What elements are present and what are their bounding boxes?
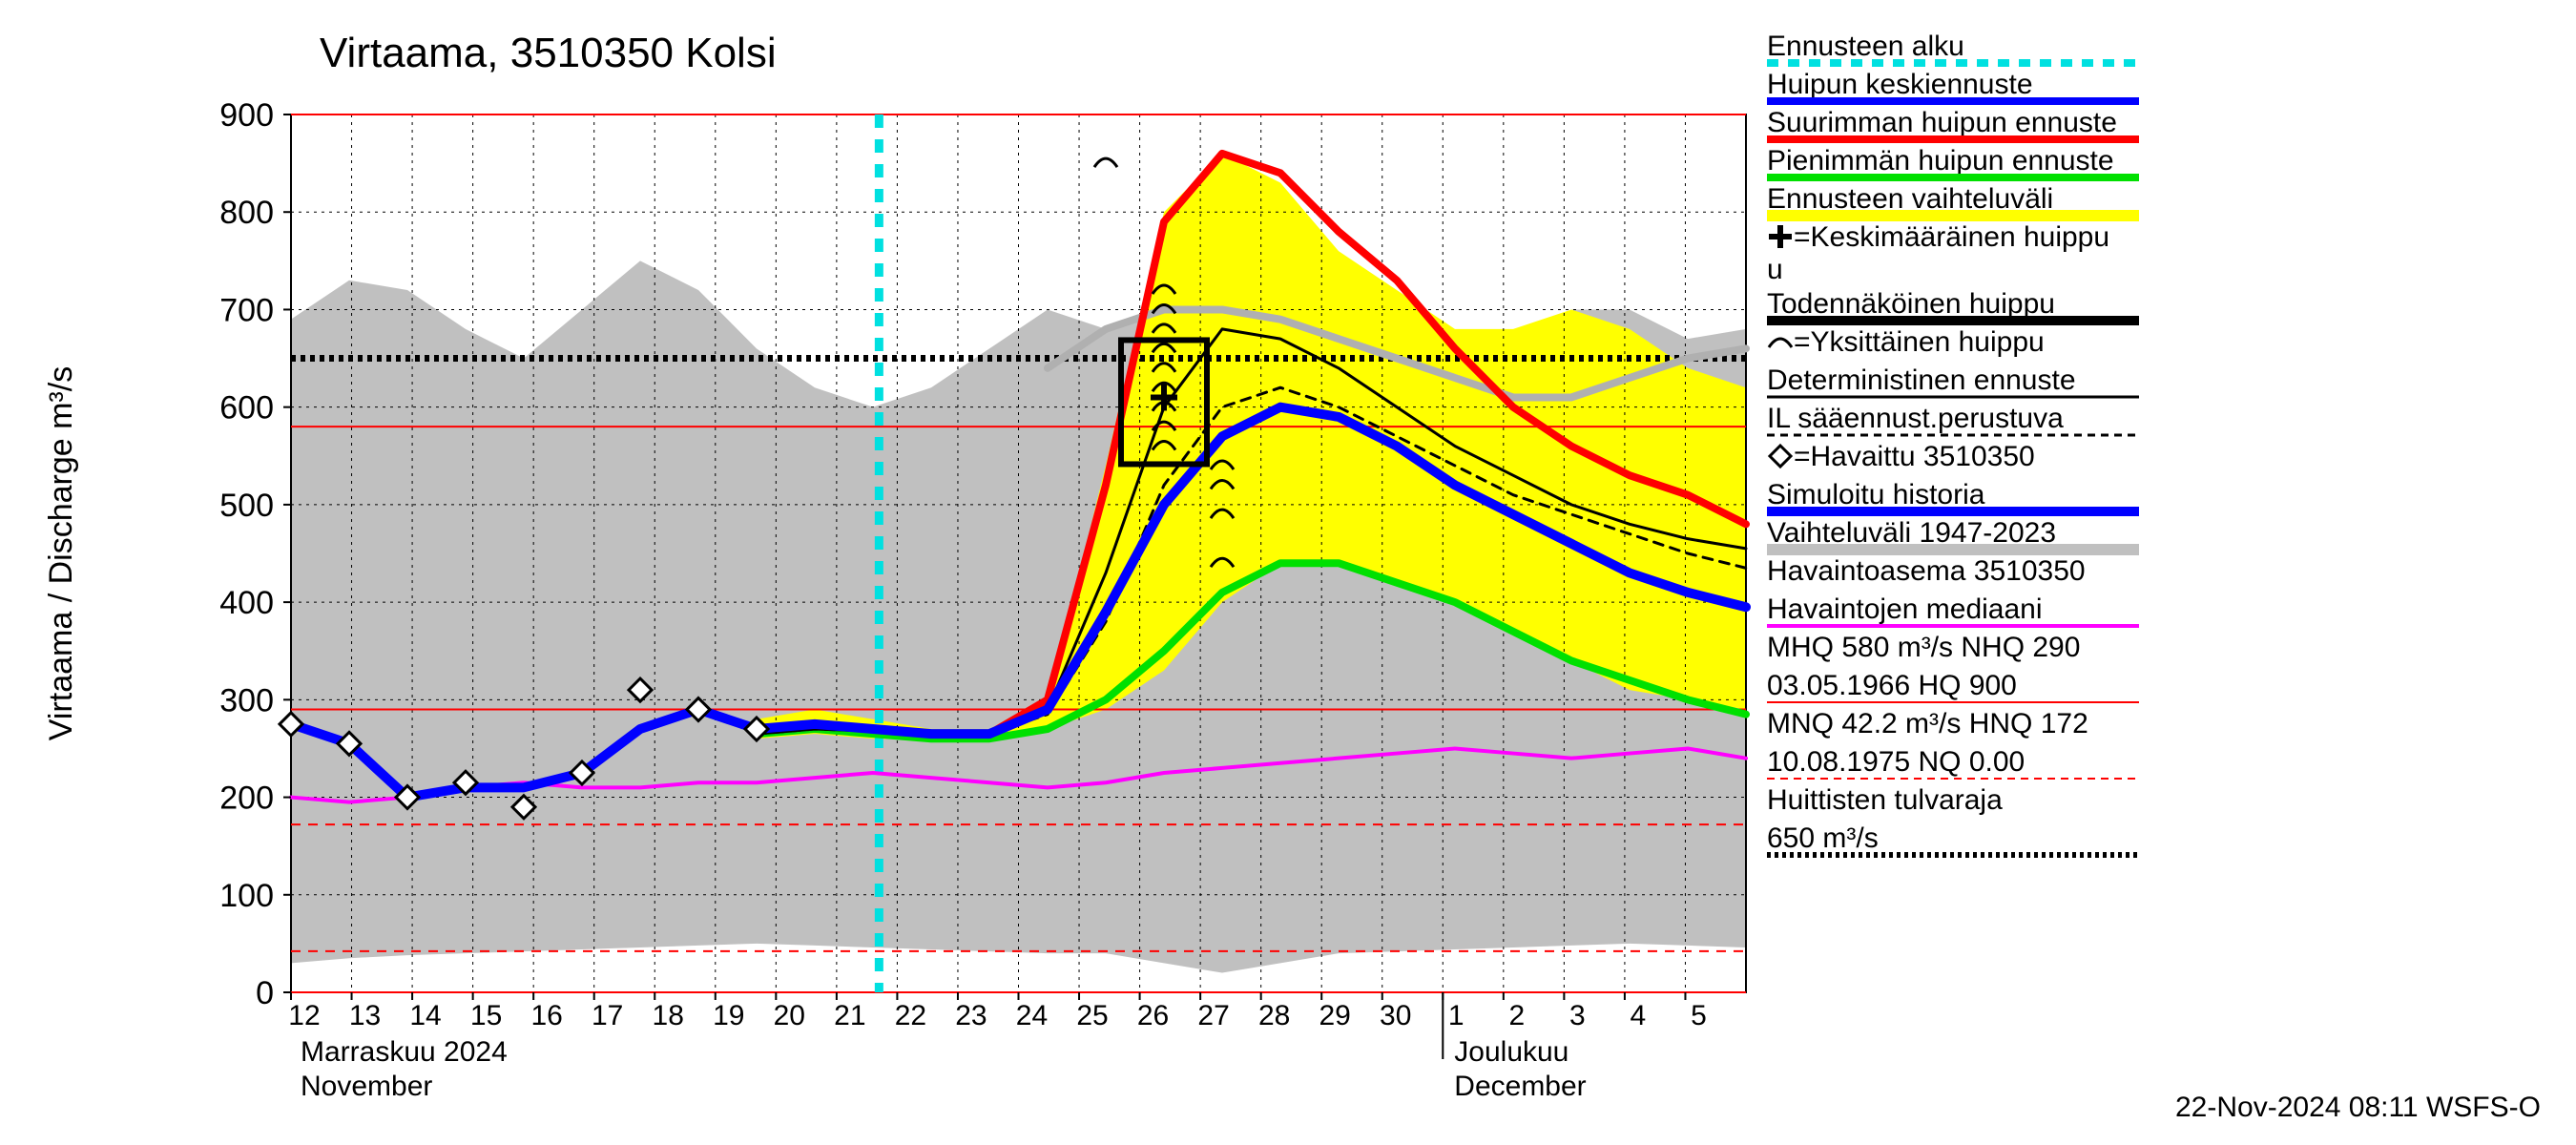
x-month2-en: December — [1454, 1071, 1586, 1102]
x-tick-label: 12 — [288, 1000, 320, 1031]
discharge-forecast-chart: 0 100 200 300 400 500 600 700 800 900 Virtaama / D… — [0, 0, 2576, 1145]
x-tick-label: 19 — [713, 1000, 744, 1031]
y-axis-title: Virtaama / Discharge m³/s — [43, 366, 79, 740]
x-tick-label: 21 — [834, 1000, 865, 1031]
legend-label: Pienimmän huipun ennuste — [1767, 145, 2114, 177]
y-tick-label: 100 — [219, 878, 274, 914]
x-tick-label: 22 — [895, 1000, 926, 1031]
x-month2-fi: Joulukuu — [1454, 1036, 1568, 1068]
x-tick-label: 29 — [1319, 1000, 1351, 1031]
x-month1-fi: Marraskuu 2024 — [301, 1036, 508, 1068]
legend-label: Todennäköinen huippu — [1767, 288, 2055, 320]
x-tick-label: 1 — [1448, 1000, 1465, 1031]
legend-label: IL sääennust.perustuva — [1767, 403, 2064, 434]
legend-arc-icon — [1769, 339, 1792, 347]
legend-label: 03.05.1966 HQ 900 — [1767, 670, 2017, 701]
legend-label: Havaintojen mediaani — [1767, 593, 2043, 625]
y-tick-label: 800 — [219, 195, 274, 231]
x-tick-label: 4 — [1631, 1000, 1647, 1031]
legend-label: =Yksittäinen huippu — [1794, 326, 2045, 358]
x-tick-label: 14 — [409, 1000, 441, 1031]
y-tick-label: 700 — [219, 292, 274, 328]
peak-arc-marker — [1094, 158, 1117, 167]
legend-label: Deterministinen ennuste — [1767, 364, 2076, 396]
chart-svg: 0 100 200 300 400 500 600 700 800 900 Virtaama / D… — [0, 0, 2576, 1145]
x-tick-label: 27 — [1197, 1000, 1229, 1031]
y-tick-label: 0 — [256, 975, 274, 1011]
x-tick-label: 2 — [1508, 1000, 1525, 1031]
y-tick-label: 400 — [219, 585, 274, 621]
x-tick-label: 24 — [1016, 1000, 1048, 1031]
x-tick-label: 13 — [349, 1000, 381, 1031]
footer-timestamp: 22-Nov-2024 08:11 WSFS-O — [2175, 1092, 2541, 1123]
legend-swatch — [1767, 210, 2139, 221]
y-tick-label: 300 — [219, 682, 274, 718]
chart-title: Virtaama, 3510350 Kolsi — [320, 30, 777, 76]
legend-label: MHQ 580 m³/s NHQ 290 — [1767, 632, 2080, 663]
legend-label: 10.08.1975 NQ 0.00 — [1767, 746, 2025, 778]
x-tick-label: 16 — [530, 1000, 562, 1031]
x-tick-label: 5 — [1691, 1000, 1707, 1031]
x-tick-label: 18 — [653, 1000, 684, 1031]
x-month1-en: November — [301, 1071, 432, 1102]
x-tick-label: 17 — [592, 1000, 623, 1031]
legend-label: Havaintoasema 3510350 — [1767, 555, 2086, 587]
legend-label: Huittisten tulvaraja — [1767, 784, 2003, 816]
y-tick-label: 500 — [219, 488, 274, 524]
y-tick-label: 600 — [219, 390, 274, 427]
x-tick-label: 20 — [774, 1000, 805, 1031]
x-tick-label: 23 — [955, 1000, 987, 1031]
legend-label: Huipun keskiennuste — [1767, 69, 2033, 100]
x-tick-label: 3 — [1569, 1000, 1586, 1031]
x-tick-label: 25 — [1076, 1000, 1108, 1031]
x-tick-label: 28 — [1258, 1000, 1290, 1031]
y-tick-label: 900 — [219, 97, 274, 134]
legend-label: MNQ 42.2 m³/s HNQ 172 — [1767, 708, 2088, 739]
x-tick-label: 26 — [1137, 1000, 1169, 1031]
legend-label-cont: u — [1767, 254, 1783, 285]
x-tick-label: 15 — [470, 1000, 502, 1031]
legend-label: Simuloitu historia — [1767, 479, 1985, 510]
legend-label: Suurimman huipun ennuste — [1767, 107, 2117, 138]
legend-label: =Havaittu 3510350 — [1794, 441, 2035, 472]
y-tick-label: 200 — [219, 781, 274, 817]
legend-label: Ennusteen alku — [1767, 31, 1964, 62]
legend-label: =Keskimääräinen huippu — [1794, 221, 2109, 253]
legend-swatch — [1767, 544, 2139, 555]
legend-diamond-icon — [1770, 446, 1791, 467]
legend-label: 650 m³/s — [1767, 822, 1879, 854]
x-tick-label: 30 — [1380, 1000, 1411, 1031]
